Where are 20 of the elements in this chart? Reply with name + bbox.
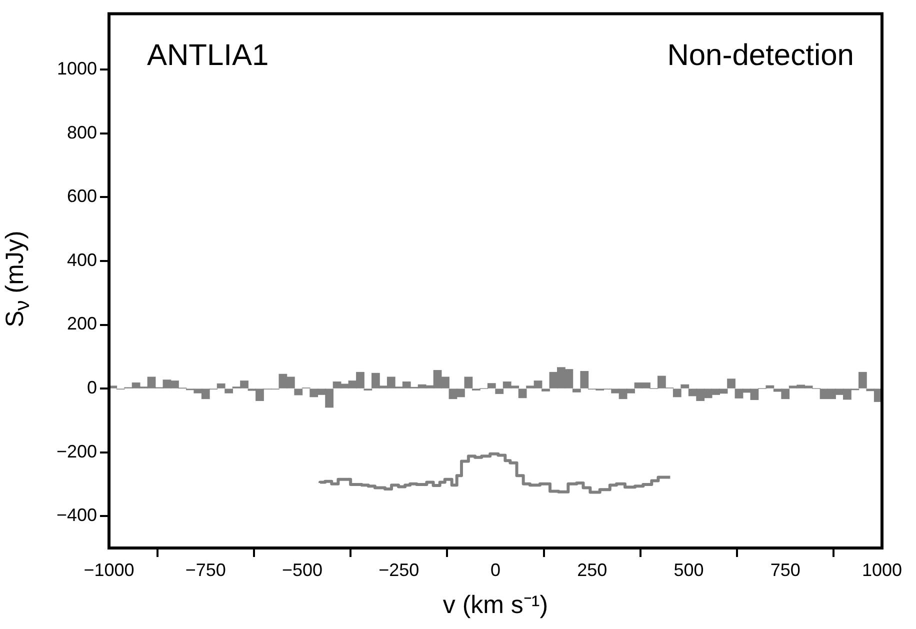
- x-tick-label: −500: [282, 560, 323, 580]
- y-tick-label: 200: [66, 314, 97, 334]
- x-tick-label: 1000: [862, 560, 902, 580]
- y-tick-label: 800: [66, 122, 97, 142]
- annotation: Non-detection: [667, 39, 854, 72]
- y-tick-label: 600: [66, 186, 97, 206]
- y-tick-label: 1000: [56, 58, 97, 79]
- x-tick-label: 250: [577, 560, 608, 580]
- y-tick-label: 400: [66, 250, 97, 270]
- y-tick-label: −200: [56, 441, 97, 462]
- x-tick-label: 750: [770, 560, 800, 580]
- annotation: ANTLIA1: [147, 39, 269, 72]
- y-tick-label: 0: [86, 378, 97, 398]
- x-tick-label: −750: [185, 560, 226, 580]
- x-tick-label: 500: [674, 560, 704, 580]
- x-tick-label: 0: [490, 560, 501, 580]
- y-tick-label: −400: [56, 505, 97, 526]
- x-tick-label: −1000: [84, 560, 134, 580]
- x-axis-title: v (km s⁻¹): [442, 590, 550, 620]
- x-tick-label: −250: [378, 560, 420, 580]
